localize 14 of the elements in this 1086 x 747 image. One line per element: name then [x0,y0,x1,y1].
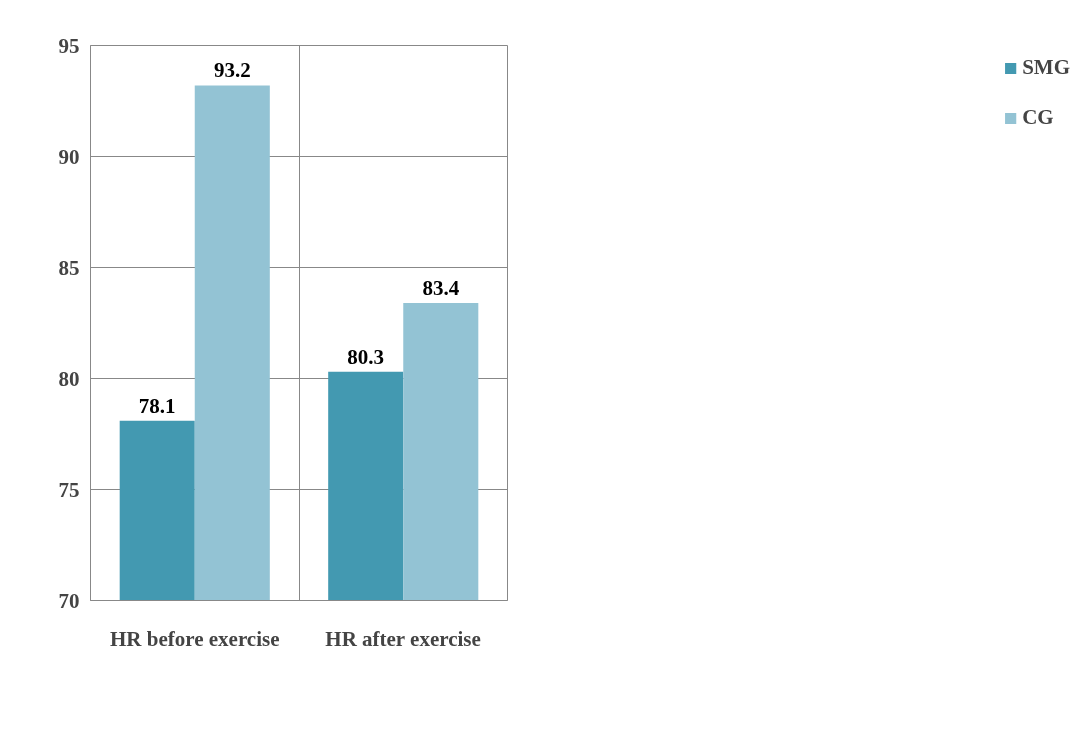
data-label: 93.2 [213,58,251,83]
data-label: 83.4 [422,276,460,301]
x-tick-label: HR before exercise [110,626,280,651]
y-tick-label: 90 [58,144,80,169]
data-label: 80.3 [347,344,385,369]
y-tick-label: 80 [58,366,80,391]
y-tick-label: 95 [58,33,80,58]
data-label: 78.1 [138,393,176,418]
legend-label: CG [1022,105,1054,130]
y-tick-label: 70 [58,588,80,613]
legend-label: SMG [1022,55,1070,80]
y-tick-label: 85 [58,255,80,280]
y-tick-label: 75 [58,477,80,502]
x-tick-label: HR after exercise [325,626,481,651]
